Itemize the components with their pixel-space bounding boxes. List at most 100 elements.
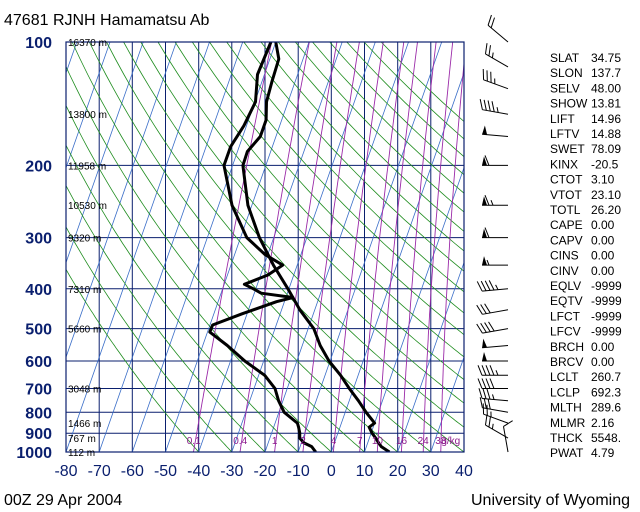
mixing-ratio-label: g/kg [441, 436, 460, 447]
wind-barb [482, 125, 509, 137]
index-key: THCK [550, 431, 583, 445]
isotherm-line [66, 42, 111, 169]
index-value: 14.96 [591, 112, 621, 126]
wind-barb [476, 280, 509, 292]
index-value: 13.81 [591, 97, 621, 111]
index-key: LIFT [550, 112, 575, 126]
dry-adiabat-line [260, 42, 464, 252]
temperature-tick-label: -10 [287, 463, 310, 480]
mixing-ratio-line [274, 42, 338, 452]
pressure-tick-label: 300 [25, 231, 52, 248]
sounding-time: 00Z 29 Apr 2004 [4, 492, 122, 509]
dry-adiabat-line [66, 65, 366, 452]
dry-adiabat-line [157, 42, 464, 381]
dry-adiabat-line [106, 42, 464, 452]
mixing-ratio-line [302, 42, 360, 452]
wind-barb [487, 14, 509, 43]
index-key: TOTL [550, 203, 581, 217]
temperature-tick-label: -50 [154, 463, 177, 480]
index-value: 48.00 [591, 81, 621, 95]
height-label: 112 m [68, 448, 95, 459]
index-value: -9999 [591, 309, 622, 323]
dry-adiabat-line [174, 42, 464, 358]
index-value: 0.00 [591, 249, 615, 263]
dry-adiabat-line [66, 226, 233, 452]
isotherm-line [198, 42, 343, 452]
index-key: MLMR [550, 416, 586, 430]
index-key: SHOW [550, 97, 588, 111]
dry-adiabat-line [191, 42, 464, 336]
wind-barb [479, 397, 509, 413]
dry-adiabat-line [88, 42, 432, 452]
wind-barb [482, 403, 509, 424]
temperature-tick-label: -30 [220, 463, 243, 480]
index-value: 260.7 [591, 370, 621, 384]
mixing-ratio-label: 2 [300, 436, 306, 447]
index-value: -9999 [591, 325, 622, 339]
index-key: SLON [550, 66, 583, 80]
pressure-tick-label: 800 [25, 405, 52, 422]
pressure-tick-label: 500 [25, 322, 52, 339]
mixing-ratio-line [401, 42, 437, 452]
wind-barb [477, 365, 508, 376]
index-value: 137.7 [591, 66, 621, 80]
temperature-tick-label: -20 [253, 463, 276, 480]
index-key: CINS [550, 249, 579, 263]
wind-barb [482, 69, 509, 90]
temperature-tick-label: -80 [54, 463, 77, 480]
temperature-tick-label: -70 [88, 463, 111, 480]
height-label: 767 m [68, 434, 96, 445]
dewpoint-profile [208, 42, 317, 452]
height-label: 1466 m [68, 419, 101, 430]
index-value: 26.20 [591, 203, 621, 217]
data-source: University of Wyoming [471, 492, 630, 509]
index-key: LFTV [550, 127, 579, 141]
dry-adiabat-line [66, 268, 200, 452]
height-label: 7310 m [68, 285, 101, 296]
pressure-tick-label: 100 [25, 35, 52, 52]
height-label: 13800 m [68, 110, 107, 121]
index-key: LCLP [550, 385, 580, 399]
isotherm-line [297, 42, 443, 452]
index-value: 0.00 [591, 233, 615, 247]
index-key: LFCT [550, 309, 581, 323]
mixing-ratio-line [239, 42, 310, 452]
dry-adiabat-line [66, 144, 299, 452]
index-value: -20.5 [591, 157, 619, 171]
index-key: BRCH [550, 340, 584, 354]
index-key: EQTV [550, 294, 583, 308]
wind-barb [502, 420, 513, 453]
dry-adiabat-line [209, 42, 464, 314]
index-value: 23.10 [591, 188, 621, 202]
height-label: 9320 m [68, 234, 101, 245]
dry-adiabat-line [66, 104, 332, 452]
pressure-tick-label: 600 [25, 354, 52, 371]
wind-barb [476, 303, 509, 315]
index-key: SELV [550, 81, 580, 95]
wind-barb [484, 414, 509, 439]
index-key: MLTH [550, 401, 582, 415]
index-value: 289.6 [591, 401, 621, 415]
index-key: CAPE [550, 218, 583, 232]
wind-barb [484, 43, 509, 68]
index-key: EQLV [550, 279, 581, 293]
dry-adiabat-line [66, 184, 266, 452]
mixing-ratio-label: 24 [418, 436, 430, 447]
wind-barb [482, 256, 508, 266]
index-value: 2.16 [591, 416, 615, 430]
height-label: 11958 m [68, 161, 106, 172]
wind-barb [482, 227, 508, 239]
pressure-tick-label: 400 [25, 282, 52, 299]
index-value: 0.00 [591, 355, 615, 369]
pressure-tick-label: 200 [25, 158, 52, 175]
index-value: 0.00 [591, 218, 615, 232]
mixing-ratio-line [422, 42, 454, 452]
index-value: 3.10 [591, 173, 615, 187]
temperature-tick-label: -40 [187, 463, 210, 480]
temperature-tick-label: 0 [327, 463, 336, 480]
wind-barb [477, 378, 508, 389]
isotherm-line [364, 166, 464, 452]
pressure-tick-label: 700 [25, 382, 52, 399]
